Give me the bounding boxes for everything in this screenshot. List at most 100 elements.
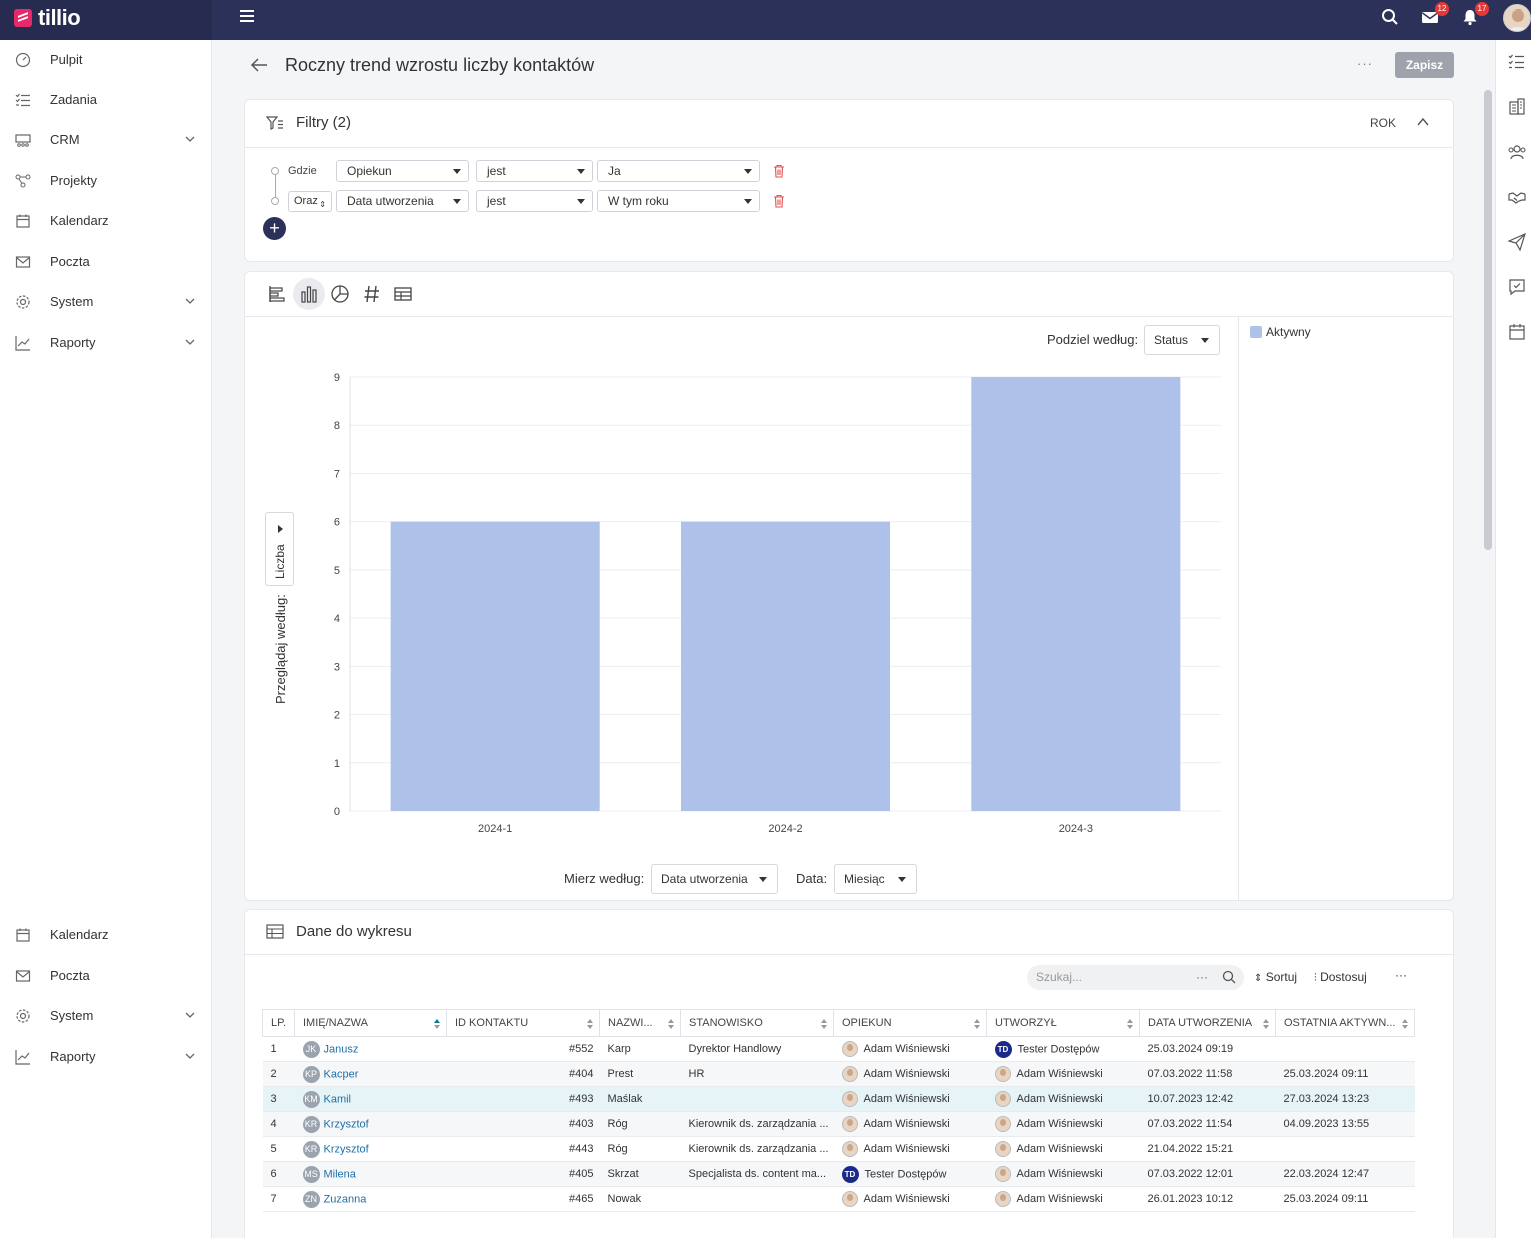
column-header[interactable]: DATA UTWORZENIA	[1139, 1009, 1276, 1037]
sort-button[interactable]: ⇕ Sortuj	[1254, 970, 1297, 984]
table-cell: #405	[446, 1161, 600, 1187]
filter-operator-select[interactable]: jest	[476, 160, 593, 182]
search-icon[interactable]	[1222, 970, 1236, 984]
split-by-select[interactable]: Status	[1144, 325, 1220, 355]
table-cell: #404	[446, 1061, 600, 1087]
column-header[interactable]: ID KONTAKTU	[446, 1009, 600, 1037]
sidebar-item-kalendarz-bottom[interactable]: Kalendarz	[0, 915, 212, 955]
sidebar-item-zadania[interactable]: Zadania	[0, 80, 212, 120]
trash-icon[interactable]	[773, 194, 785, 208]
table-row[interactable]: 2 KP Kacper #404 Prest HR Adam Wiśniewski Adam …	[262, 1061, 1415, 1087]
sort-arrows-icon[interactable]	[668, 1019, 674, 1029]
filter-connector-select[interactable]: Oraz ⇕	[288, 191, 332, 212]
table-row[interactable]: 5 KR Krzysztof #443 Róg Kierownik ds. zarządz…	[262, 1136, 1415, 1162]
sidebar-item-pulpit[interactable]: Pulpit	[0, 40, 212, 80]
date-select[interactable]: Miesiąc	[834, 864, 917, 894]
back-arrow-icon[interactable]	[250, 57, 268, 73]
sidebar-item-kalendarz[interactable]: Kalendarz	[0, 201, 212, 241]
tasks-icon[interactable]	[1508, 53, 1526, 71]
bar[interactable]	[971, 377, 1181, 811]
filter-field-select[interactable]: Data utworzenia	[336, 190, 469, 212]
legend-label-aktywny[interactable]: Aktywny	[1266, 325, 1311, 339]
contacts-icon[interactable]	[1508, 143, 1526, 161]
trash-icon[interactable]	[773, 164, 785, 178]
customize-button[interactable]: ⫶ Dostosuj	[1314, 970, 1367, 985]
sort-arrows-icon[interactable]	[587, 1019, 593, 1029]
sort-arrows-icon[interactable]	[434, 1019, 440, 1029]
table-row[interactable]: 3 KM Kamil #493 Maślak Adam Wiśniewski Adam Wi…	[262, 1086, 1415, 1112]
sort-arrows-icon[interactable]	[974, 1019, 980, 1029]
mail-icon[interactable]: 12	[1421, 2, 1449, 28]
contact-id: #405	[569, 1168, 594, 1180]
sidebar-item-raporty[interactable]: Raporty	[0, 323, 212, 363]
column-header[interactable]: NAZWI...	[599, 1009, 681, 1037]
filters-title[interactable]: Filtry (2)	[296, 114, 351, 131]
sidebar-item-projekty[interactable]: Projekty	[0, 161, 212, 201]
view-by-select[interactable]: Liczba	[265, 512, 294, 586]
contact-name-link[interactable]: Kacper	[323, 1068, 359, 1080]
sidebar-item-poczta[interactable]: Poczta	[0, 242, 212, 282]
sort-arrows-icon[interactable]	[1127, 1019, 1133, 1029]
row-number: 3	[270, 1093, 277, 1105]
column-header[interactable]: OSTATNIA AKTYWN...	[1275, 1009, 1415, 1037]
contact-name-link[interactable]: Krzysztof	[323, 1143, 369, 1155]
message-check-icon[interactable]	[1508, 278, 1526, 296]
contact-name-link[interactable]: Janusz	[323, 1043, 359, 1055]
bar-chart-icon[interactable]	[299, 284, 319, 304]
sidebar-item-raporty-bottom[interactable]: Raporty	[0, 1037, 212, 1077]
table-row[interactable]: 4 KR Krzysztof #403 Róg Kierownik ds. zarządz…	[262, 1111, 1415, 1137]
search-options-icon[interactable]: ···	[1196, 970, 1208, 984]
contact-name-link[interactable]: Milena	[323, 1168, 356, 1180]
add-filter-button[interactable]: +	[263, 217, 286, 240]
search-input[interactable]: Szukaj... ···	[1027, 965, 1244, 990]
menu-icon[interactable]	[240, 10, 254, 22]
filter-value-select[interactable]: W tym roku	[597, 190, 760, 212]
column-header[interactable]: STANOWISKO	[680, 1009, 834, 1037]
logo-icon[interactable]	[14, 9, 32, 27]
filter-operator-select[interactable]: jest	[476, 190, 593, 212]
table-row[interactable]: 1 JK Janusz #552 Karp Dyrektor Handlowy Adam W…	[262, 1036, 1415, 1062]
bar[interactable]	[680, 521, 891, 811]
sidebar-item-system-bottom[interactable]: System	[0, 996, 212, 1036]
measure-by-select[interactable]: Data utworzenia	[651, 864, 778, 894]
more-options-button[interactable]: ···	[1357, 56, 1373, 71]
table-row[interactable]: 6 MS Milena #405 Skrzat Specjalista ds. conte…	[262, 1161, 1415, 1187]
sidebar-item-system[interactable]: System	[0, 282, 212, 322]
contact-name-link[interactable]: Kamil	[323, 1093, 352, 1105]
column-header[interactable]: OPIEKUN	[833, 1009, 987, 1037]
contact-name-link[interactable]: Zuzanna	[323, 1193, 367, 1205]
save-button[interactable]: Zapisz	[1395, 52, 1454, 78]
sort-arrows-icon[interactable]	[1263, 1019, 1269, 1029]
filter-value-select[interactable]: Ja	[597, 160, 760, 182]
calendar-icon[interactable]	[1508, 323, 1526, 341]
user-avatar[interactable]	[1503, 4, 1531, 32]
filter-field-select[interactable]: Opiekun	[336, 160, 469, 182]
sidebar-item-poczta-bottom[interactable]: Poczta	[0, 956, 212, 996]
handshake-icon[interactable]	[1508, 188, 1526, 206]
table-more-button[interactable]: ···	[1395, 968, 1407, 982]
pie-chart-icon[interactable]	[330, 284, 350, 304]
chevron-up-icon[interactable]	[1416, 116, 1430, 128]
period-label[interactable]: ROK	[1370, 116, 1397, 130]
table-icon[interactable]	[393, 284, 413, 304]
sidebar-item-crm[interactable]: CRM	[0, 120, 212, 160]
bar[interactable]	[390, 521, 600, 811]
column-header[interactable]: UTWORZYŁ	[986, 1009, 1140, 1037]
created-date: 07.03.2022 12:01	[1147, 1168, 1234, 1180]
bar-horizontal-chart-icon[interactable]	[267, 284, 287, 304]
send-icon[interactable]	[1508, 233, 1526, 251]
search-icon[interactable]	[1381, 8, 1401, 28]
legend-swatch-aktywny[interactable]	[1250, 326, 1262, 338]
sort-arrows-icon[interactable]	[1402, 1019, 1408, 1029]
column-header[interactable]: LP.	[262, 1009, 295, 1037]
number-icon[interactable]	[362, 284, 382, 304]
column-header-label: OSTATNIA AKTYWN...	[1284, 1017, 1396, 1029]
table-row[interactable]: 7 ZN Zuzanna #465 Nowak Adam Wiśniewski Adam W…	[262, 1186, 1415, 1212]
sort-arrows-icon[interactable]	[821, 1019, 827, 1029]
app-logo[interactable]: tillio	[38, 5, 81, 30]
bell-icon[interactable]: 17	[1461, 2, 1489, 28]
building-icon[interactable]	[1508, 98, 1526, 116]
scrollbar[interactable]	[1484, 90, 1492, 550]
column-header[interactable]: IMIĘ/NAZWA	[294, 1009, 447, 1037]
contact-name-link[interactable]: Krzysztof	[323, 1118, 369, 1130]
